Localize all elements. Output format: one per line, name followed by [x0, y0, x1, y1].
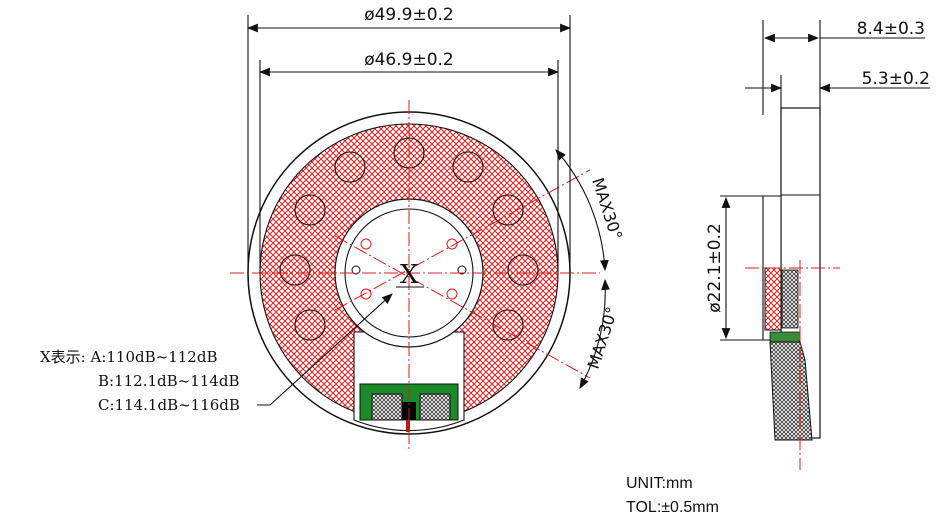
legend-leader-line — [257, 293, 393, 406]
diagonal-centerline-1 — [334, 169, 591, 311]
diagonal-centerline-2 — [334, 235, 591, 379]
angle-top-label: MAX30° — [588, 175, 626, 242]
legend-line-a: X表示: A:110dB~112dB — [40, 348, 217, 366]
inner-diameter-label: ø46.9±0.2 — [364, 50, 454, 70]
tolerance-note: TOL:±0.5mm — [626, 499, 719, 516]
magnet-section-hatched — [764, 267, 782, 331]
angle-arc-bottom — [579, 278, 610, 389]
angle-bottom-label: MAX30° — [584, 304, 622, 371]
outer-diameter-label: ø49.9±0.2 — [364, 5, 454, 25]
dome-holes — [351, 238, 467, 300]
angle-arc-top — [555, 149, 609, 272]
legend-line-b: B:112.1dB~114dB — [98, 372, 239, 390]
side-view — [720, 20, 930, 470]
pcb-terminal — [359, 383, 459, 432]
x-marker: X — [400, 260, 419, 290]
lower-frame-section — [769, 341, 813, 441]
legend-line-c: C:114.1dB~116dB — [98, 396, 240, 414]
frame-height-label: 5.3±0.2 — [862, 69, 930, 89]
vent-holes — [279, 137, 539, 341]
magnet-diameter-label: ø22.1±0.2 — [705, 223, 725, 313]
unit-note: UNIT:mm — [626, 475, 693, 492]
total-height-label: 8.4±0.3 — [857, 19, 925, 39]
front-view — [230, 100, 600, 450]
